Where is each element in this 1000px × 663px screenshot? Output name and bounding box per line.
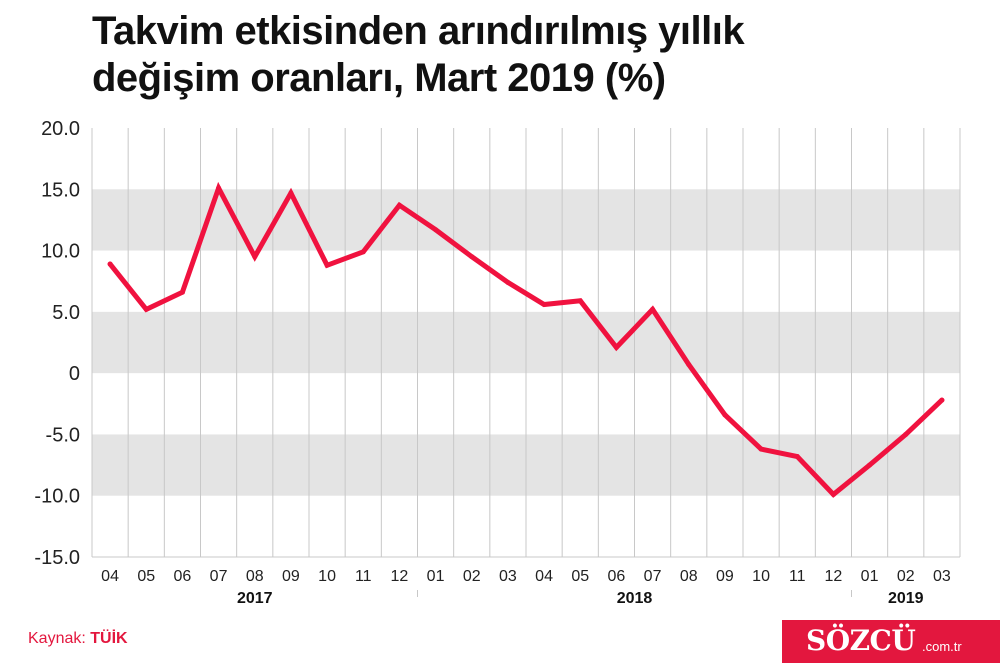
data-point-04-0 xyxy=(107,261,113,267)
year-label-2019: 2019 xyxy=(888,590,924,607)
x-tick-label-14: 06 xyxy=(608,568,626,585)
x-tick-label-18: 10 xyxy=(752,568,770,585)
x-tick-label-12: 04 xyxy=(535,568,553,585)
data-point-05-1 xyxy=(143,306,149,312)
chart-title-line-2: değişim oranları, Mart 2019 (%) xyxy=(92,56,666,100)
x-tick-label-15: 07 xyxy=(644,568,662,585)
year-label-2018: 2018 xyxy=(617,590,653,607)
data-point-10-18 xyxy=(758,446,764,452)
data-point-08-4 xyxy=(252,254,258,260)
x-tick-label-11: 03 xyxy=(499,568,517,585)
chart-title: Takvim etkisinden arındırılmış yıllık de… xyxy=(92,8,972,102)
y-tick-label-5: -5.0 xyxy=(46,424,80,446)
data-point-03-23 xyxy=(939,397,945,403)
data-point-01-21 xyxy=(867,462,873,468)
data-point-11-19 xyxy=(794,453,800,459)
x-tick-label-8: 12 xyxy=(391,568,409,585)
y-tick-label-0: 20.0 xyxy=(41,118,80,140)
brand-logo[interactable]: SÖZCÜ .com.tr xyxy=(782,620,1000,663)
x-tick-label-5: 09 xyxy=(282,568,300,585)
data-point-02-10 xyxy=(469,254,475,260)
x-tick-label-22: 02 xyxy=(897,568,915,585)
x-tick-label-6: 10 xyxy=(318,568,336,585)
data-point-09-17 xyxy=(722,412,728,418)
data-point-06-2 xyxy=(179,289,185,295)
y-tick-label-2: 10.0 xyxy=(41,241,80,263)
data-point-04-12 xyxy=(541,302,547,308)
brand-domain: .com.tr xyxy=(922,639,962,654)
data-point-12-20 xyxy=(830,491,836,497)
x-tick-label-13: 05 xyxy=(571,568,589,585)
series-line xyxy=(107,181,945,498)
data-point-10-6 xyxy=(324,262,330,268)
x-tick-label-10: 02 xyxy=(463,568,481,585)
grid-lines xyxy=(91,128,961,558)
x-tick-label-17: 09 xyxy=(716,568,734,585)
y-tick-label-1: 15.0 xyxy=(41,179,80,201)
x-tick-label-2: 06 xyxy=(174,568,192,585)
x-tick-label-21: 01 xyxy=(861,568,879,585)
x-axis-ticks: 04 05 06 07 08 09 10 11 12 01 02 03 04 05 06 07 08 09 10 11… xyxy=(101,568,951,585)
source-note: Kaynak: TÜİK xyxy=(28,630,128,648)
data-point-09-5 xyxy=(288,190,294,196)
x-tick-label-16: 08 xyxy=(680,568,698,585)
x-tick-label-7: 11 xyxy=(355,568,372,585)
brand-name: SÖZCÜ xyxy=(806,624,916,657)
year-labels: 2017 2018 2019 xyxy=(237,590,924,607)
data-point-01-9 xyxy=(433,227,439,233)
y-tick-label-6: -10.0 xyxy=(34,486,80,508)
chart-title-line-1: Takvim etkisinden arındırılmış yıllık xyxy=(92,9,745,53)
source-value: TÜİK xyxy=(90,630,128,647)
data-point-02-22 xyxy=(903,431,909,437)
x-tick-label-1: 05 xyxy=(137,568,155,585)
data-point-07-3 xyxy=(216,185,222,191)
data-point-07-15 xyxy=(650,306,656,312)
data-point-03-11 xyxy=(505,279,511,285)
year-label-2017: 2017 xyxy=(237,590,273,607)
data-point-06-14 xyxy=(613,344,619,350)
x-tick-label-9: 01 xyxy=(427,568,445,585)
data-point-08-16 xyxy=(686,362,692,368)
y-tick-label-7: -15.0 xyxy=(34,547,80,569)
x-tick-label-0: 04 xyxy=(101,568,119,585)
y-tick-label-3: 5.0 xyxy=(52,302,80,324)
x-tick-label-19: 11 xyxy=(789,568,806,585)
x-tick-label-23: 03 xyxy=(933,568,951,585)
data-point-11-7 xyxy=(360,249,366,255)
data-point-12-8 xyxy=(396,202,402,208)
y-axis-ticks: 20.0 15.0 10.0 5.0 0 -5.0 -10.0 -15.0 xyxy=(34,118,80,569)
source-label: Kaynak: xyxy=(28,630,91,647)
x-tick-label-3: 07 xyxy=(210,568,228,585)
y-tick-label-4: 0 xyxy=(69,363,80,385)
series-line-0 xyxy=(107,181,945,498)
x-tick-label-20: 12 xyxy=(825,568,843,585)
x-tick-label-4: 08 xyxy=(246,568,264,585)
data-point-05-13 xyxy=(577,298,583,304)
